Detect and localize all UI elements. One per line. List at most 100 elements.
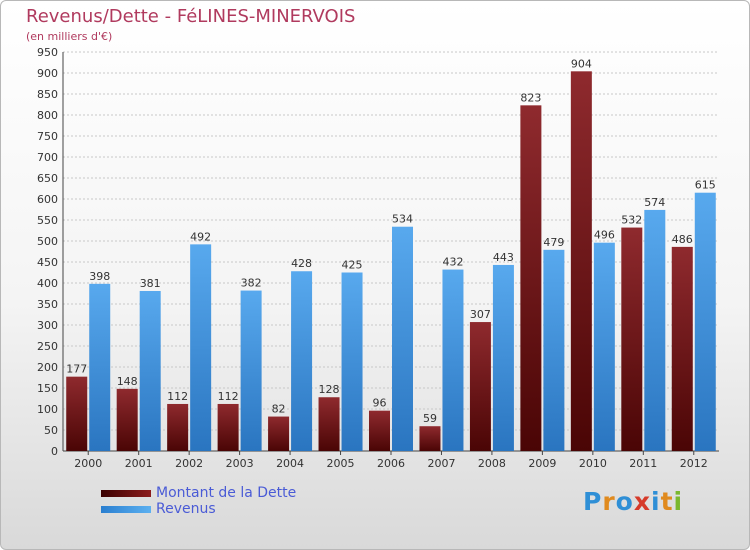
data-label: 534 <box>392 213 413 226</box>
bar-dette <box>570 71 592 451</box>
y-tick-label: 500 <box>37 235 58 248</box>
data-label: 382 <box>241 277 262 290</box>
y-tick-label: 900 <box>37 67 58 80</box>
bar-revenus <box>543 249 565 451</box>
data-label: 112 <box>167 390 188 403</box>
data-label: 96 <box>373 397 387 410</box>
bar-dette <box>268 416 290 451</box>
y-tick-label: 350 <box>37 298 58 311</box>
y-tick-label: 700 <box>37 151 58 164</box>
bar-revenus <box>139 290 161 451</box>
bar-revenus <box>190 244 212 451</box>
y-tick-label: 200 <box>37 361 58 374</box>
proxiti-logo: Proxiti <box>583 487 683 516</box>
y-tick-label: 0 <box>51 445 58 458</box>
data-label: 82 <box>272 403 286 416</box>
labels-layer: 177 398 148 381 112 492 112 382 82 428 128 425 96 534… <box>66 57 716 425</box>
bar-dette <box>520 105 542 451</box>
bar-dette <box>419 426 441 451</box>
data-label: 615 <box>695 179 716 192</box>
data-label: 398 <box>89 270 110 283</box>
bar-revenus <box>644 209 666 451</box>
x-tick-label: 2009 <box>528 457 556 470</box>
y-tick-label: 300 <box>37 319 58 332</box>
y-tick-label: 650 <box>37 172 58 185</box>
logo-letter: o <box>615 487 634 516</box>
legend-label-debt: Montant de la Dette <box>156 485 297 501</box>
data-label: 443 <box>493 251 514 264</box>
bar-dette <box>671 246 693 451</box>
x-tick-label: 2002 <box>175 457 203 470</box>
data-label: 59 <box>423 412 437 425</box>
bar-revenus <box>492 264 514 451</box>
x-tick-label: 2000 <box>74 457 102 470</box>
y-tick-label: 150 <box>37 382 58 395</box>
logo-letter: r <box>602 487 616 516</box>
bar-revenus <box>392 226 413 451</box>
y-tick-label: 400 <box>37 277 58 290</box>
legend-label-revenus: Revenus <box>156 501 216 517</box>
x-tick-label: 2001 <box>125 457 153 470</box>
legend-swatch-debt <box>101 490 151 497</box>
bar-dette <box>469 322 491 451</box>
bar-dette <box>318 397 340 451</box>
x-tick-label: 2006 <box>377 457 405 470</box>
bar-revenus <box>593 242 615 451</box>
data-label: 496 <box>594 229 615 242</box>
bar-dette <box>621 227 643 451</box>
x-tick-label: 2003 <box>226 457 254 470</box>
data-label: 128 <box>319 383 340 396</box>
logo-letter: t <box>660 487 674 516</box>
x-tick-label: 2012 <box>680 457 708 470</box>
data-label: 486 <box>672 233 693 246</box>
x-tick-label: 2011 <box>629 457 657 470</box>
y-tick-label: 600 <box>37 193 58 206</box>
y-tick-label: 850 <box>37 88 58 101</box>
data-label: 532 <box>621 214 642 227</box>
x-tick-label: 2010 <box>579 457 607 470</box>
logo-letter: P <box>583 487 603 516</box>
bar-dette <box>66 376 88 451</box>
data-label: 112 <box>218 390 239 403</box>
bar-revenus <box>291 271 313 451</box>
data-label: 428 <box>291 257 312 270</box>
data-label: 479 <box>543 236 564 249</box>
x-tick-label: 2007 <box>427 457 455 470</box>
chart-subtitle: (en milliers d'€) <box>26 30 113 43</box>
axis-layer: 0 50 100 150 200 250 300 350 400 450 500 550 600 650 7… <box>37 46 719 470</box>
bar-revenus <box>89 283 111 451</box>
data-label: 425 <box>342 259 363 272</box>
y-tick-label: 950 <box>37 46 58 59</box>
logo-letter: i <box>673 487 684 516</box>
logo-letter: x <box>633 487 651 516</box>
x-tick-label: 2004 <box>276 457 304 470</box>
bars-layer <box>66 71 716 451</box>
data-label: 432 <box>442 256 463 269</box>
x-tick-label: 2005 <box>327 457 355 470</box>
bar-revenus <box>240 290 262 451</box>
data-label: 148 <box>117 375 138 388</box>
y-tick-label: 100 <box>37 403 58 416</box>
x-tick-label: 2008 <box>478 457 506 470</box>
bar-revenus <box>694 192 716 451</box>
bar-dette <box>217 403 239 451</box>
data-label: 823 <box>520 91 541 104</box>
chart-title: Revenus/Dette - FéLINES-MINERVOIS <box>26 6 356 27</box>
bar-dette <box>369 410 390 451</box>
bar-revenus <box>341 272 363 451</box>
logo-letter: i <box>651 487 661 516</box>
y-tick-label: 550 <box>37 214 58 227</box>
y-tick-label: 250 <box>37 340 58 353</box>
data-label: 381 <box>140 277 161 290</box>
data-label: 574 <box>644 196 665 209</box>
data-label: 307 <box>470 308 491 321</box>
grid-layer <box>63 51 719 431</box>
y-tick-label: 50 <box>44 424 58 437</box>
bar-dette <box>167 403 189 451</box>
data-label: 904 <box>571 57 592 70</box>
bar-dette <box>116 388 138 451</box>
y-tick-label: 750 <box>37 130 58 143</box>
bar-revenus <box>442 269 464 451</box>
